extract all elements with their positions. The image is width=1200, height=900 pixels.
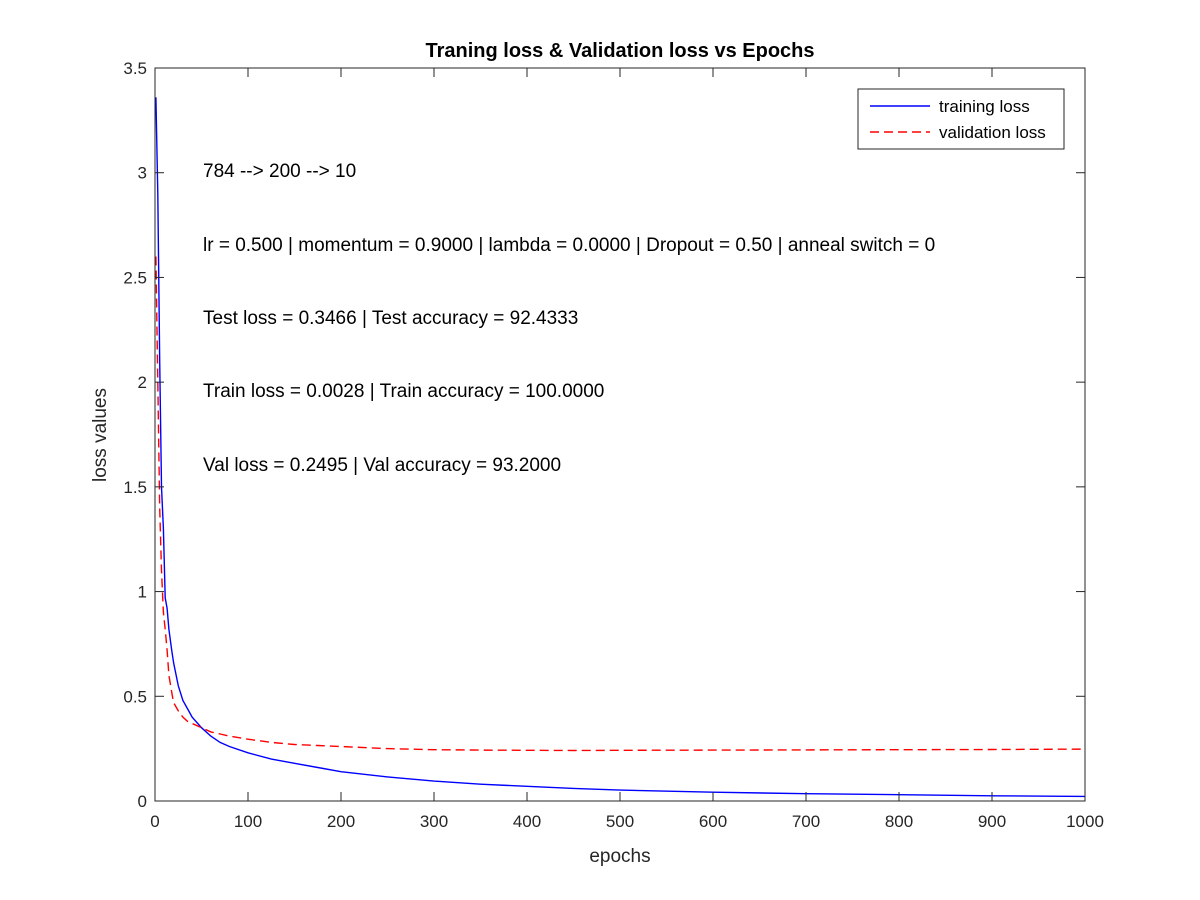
y-tick-label: 1.5 — [123, 478, 147, 497]
y-tick-label: 3.5 — [123, 59, 147, 78]
y-axis-label: loss values — [90, 388, 111, 482]
legend: training loss validation loss — [857, 88, 1065, 150]
y-tick-label: 1 — [138, 583, 147, 602]
legend-box — [857, 88, 1065, 150]
x-tick-label: 1000 — [1066, 812, 1104, 831]
x-tick-label: 700 — [792, 812, 820, 831]
plot-background — [155, 68, 1085, 801]
series-layer — [155, 97, 1086, 798]
x-tick-label: 300 — [420, 812, 448, 831]
x-tick-label: 200 — [327, 812, 355, 831]
annotation-test-metrics: Test loss = 0.3466 | Test accuracy = 92.… — [203, 308, 578, 329]
x-tick-label: 900 — [978, 812, 1006, 831]
y-tick-label: 2 — [138, 373, 147, 392]
annotation-val-metrics: Val loss = 0.2495 | Val accuracy = 93.20… — [203, 455, 561, 476]
x-tick-label: 500 — [606, 812, 634, 831]
y-tick-label: 0 — [138, 792, 147, 811]
ticks-layer: 0 100 200 300 400 500 600 700 800 900 1000 0 0.5 1 1.5… — [123, 59, 1104, 831]
x-tick-label: 0 — [150, 812, 159, 831]
legend-label-training-loss: training loss — [939, 97, 1030, 116]
x-tick-label: 800 — [885, 812, 913, 831]
series-line-training-loss — [155, 97, 1086, 798]
chart-title: Traning loss & Validation loss vs Epochs — [426, 40, 815, 62]
annotation-hyperparams: lr = 0.500 | momentum = 0.9000 | lambda … — [203, 235, 935, 256]
y-tick-label: 2.5 — [123, 268, 147, 287]
annotations: 784 --> 200 --> 10 lr = 0.500 | momentum… — [203, 161, 935, 476]
series-line-validation-loss — [155, 256, 1086, 752]
annotation-architecture: 784 --> 200 --> 10 — [203, 161, 356, 182]
y-tick-label: 3 — [138, 164, 147, 183]
x-tick-label: 100 — [234, 812, 262, 831]
annotation-train-metrics: Train loss = 0.0028 | Train accuracy = 1… — [203, 381, 604, 402]
x-axis-label: epochs — [589, 846, 650, 867]
x-tick-label: 400 — [513, 812, 541, 831]
legend-label-validation-loss: validation loss — [939, 123, 1046, 142]
x-tick-label: 600 — [699, 812, 727, 831]
plot-area — [155, 68, 1085, 801]
y-tick-label: 0.5 — [123, 687, 147, 706]
